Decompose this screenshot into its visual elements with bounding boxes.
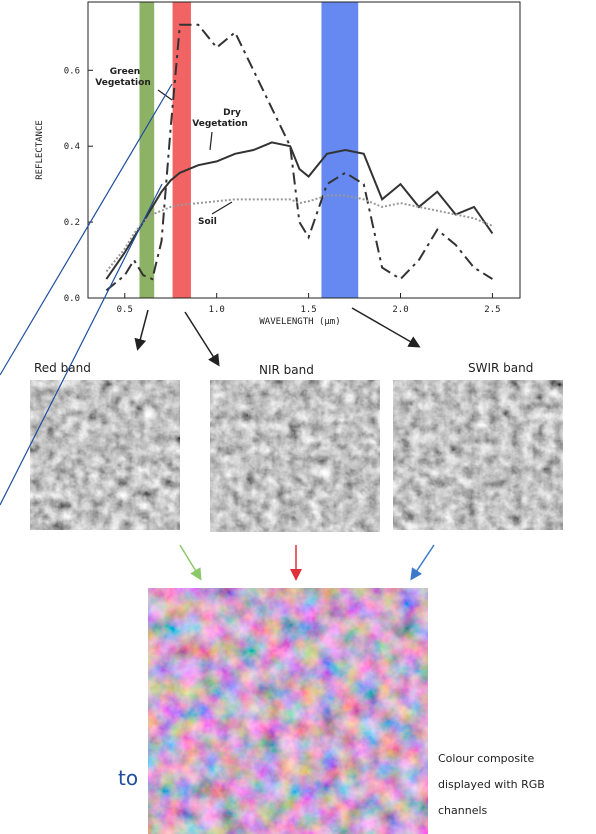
red-band-image bbox=[30, 380, 180, 530]
x-tick-label: 1.0 bbox=[209, 305, 225, 315]
y-tick-label: 0.2 bbox=[64, 218, 80, 228]
caption: channels bbox=[438, 804, 488, 817]
series-label-line: Vegetation bbox=[95, 78, 150, 88]
page: {"chart_data": {"type": "line", "x_label… bbox=[0, 0, 596, 834]
band bbox=[139, 2, 154, 298]
series-line bbox=[106, 142, 492, 279]
x-tick-label: 2.0 bbox=[392, 305, 408, 315]
arrow bbox=[138, 310, 148, 348]
figure: 0.5 1.0 1.5 2.0 2.5 0.0 0.2 0.4 0.6 WAVELENGTH (µ… bbox=[0, 0, 596, 834]
series-label-line: Vegetation bbox=[192, 119, 247, 129]
x-tick-label: 1.5 bbox=[300, 305, 316, 315]
y-axis-label: REFLECTANCE bbox=[35, 120, 45, 180]
series-label: Soil bbox=[198, 217, 217, 227]
series-label-line: Dry bbox=[223, 108, 241, 118]
x-tick-label: 2.5 bbox=[484, 305, 500, 315]
y-tick-label: 0.0 bbox=[64, 294, 80, 304]
arrow bbox=[185, 312, 218, 364]
x-tick-label: 0.5 bbox=[117, 305, 133, 315]
band-label: Red band bbox=[34, 361, 91, 375]
label-pointer bbox=[212, 202, 232, 214]
nir-band-image bbox=[210, 380, 380, 532]
y-tick-label: 0.6 bbox=[64, 66, 80, 76]
text-fragment: to bbox=[118, 766, 138, 790]
swir-band-image bbox=[393, 380, 563, 530]
arrow bbox=[180, 545, 200, 578]
label-pointer bbox=[210, 132, 212, 150]
band bbox=[173, 2, 191, 298]
y-tick-label: 0.4 bbox=[64, 142, 80, 152]
arrow bbox=[412, 545, 434, 578]
caption: Colour composite bbox=[438, 752, 534, 765]
band-label: SWIR band bbox=[468, 361, 533, 375]
series-label-line: Green bbox=[110, 67, 140, 77]
x-axis-label: WAVELENGTH (µm) bbox=[259, 317, 340, 327]
spectral-chart: 0.5 1.0 1.5 2.0 2.5 0.0 0.2 0.4 0.6 WAVELENGTH (µ… bbox=[35, 2, 520, 327]
composite-image bbox=[148, 588, 428, 834]
band-label: NIR band bbox=[259, 363, 314, 377]
band bbox=[321, 2, 358, 298]
caption: displayed with RGB bbox=[438, 778, 545, 791]
series-line bbox=[106, 25, 492, 291]
